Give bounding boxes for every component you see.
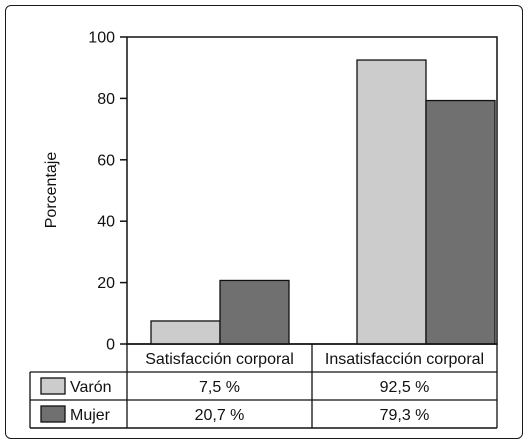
y-tick-label: 100 — [88, 30, 115, 47]
bar-varón-2 — [356, 59, 427, 345]
bar-varón-1 — [150, 320, 221, 345]
y-tick-label: 40 — [97, 214, 115, 231]
y-tick-label: 20 — [97, 275, 115, 292]
table-cell-value: 92,5 % — [380, 379, 430, 396]
bar-mujer-1 — [219, 279, 290, 345]
table-cell-value: 79,3 % — [380, 407, 430, 424]
category-label: Insatisfacción corporal — [325, 351, 484, 368]
y-tick-label: 60 — [97, 152, 115, 169]
y-tick-label: 0 — [106, 337, 115, 354]
table-cell-value: 20,7 % — [195, 407, 245, 424]
y-tick-label: 80 — [97, 91, 115, 108]
category-label: Satisfacción corporal — [145, 351, 294, 368]
legend-label-mujer: Mujer — [70, 407, 111, 424]
chart-frame — [5, 5, 523, 439]
legend-label-varón: Varón — [70, 379, 112, 396]
legend-swatch-varón — [40, 377, 66, 395]
legend-swatch-mujer — [40, 405, 66, 423]
bar-mujer-2 — [425, 99, 496, 345]
y-axis-label: Porcentaje — [43, 152, 60, 229]
table-cell-value: 7,5 % — [199, 379, 240, 396]
